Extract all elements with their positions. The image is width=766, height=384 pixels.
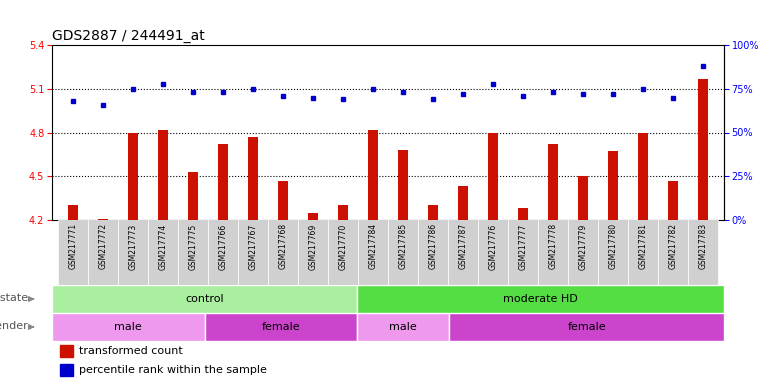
Bar [427,205,438,220]
Text: GSM217776: GSM217776 [489,223,497,270]
Bar [128,132,138,220]
Bar [358,285,724,313]
Text: GSM217787: GSM217787 [459,223,467,269]
Text: moderate HD: moderate HD [503,294,578,304]
Bar [268,220,298,285]
Bar [278,180,288,220]
Bar [328,220,358,285]
Bar [638,132,648,220]
Bar [58,220,88,285]
Text: GSM217781: GSM217781 [639,223,647,269]
Text: GSM217782: GSM217782 [669,223,677,269]
Bar [88,220,118,285]
Text: male: male [389,322,417,332]
Text: GSM217767: GSM217767 [248,223,257,270]
Bar [448,220,478,285]
Text: female: female [568,322,606,332]
Bar [488,132,498,220]
Text: GSM217779: GSM217779 [578,223,588,270]
Bar [418,220,448,285]
Bar [398,150,408,220]
Bar [188,172,198,220]
Text: GSM217768: GSM217768 [279,223,287,269]
Bar [52,285,358,313]
Text: female: female [262,322,300,332]
Bar [688,220,718,285]
Bar [538,220,568,285]
Bar [247,137,258,220]
Text: GSM217773: GSM217773 [129,223,138,270]
Bar [148,220,178,285]
Text: GSM217766: GSM217766 [218,223,228,270]
Bar [578,176,588,220]
Bar [178,220,208,285]
Text: GSM217774: GSM217774 [159,223,168,270]
Bar [388,220,418,285]
Text: GSM217784: GSM217784 [368,223,378,269]
Text: GSM217771: GSM217771 [68,223,77,269]
Bar [60,364,74,376]
Bar [67,205,78,220]
Bar [607,151,618,220]
Bar [368,129,378,220]
Bar [568,220,598,285]
Bar [205,313,358,341]
Bar [238,220,268,285]
Text: GSM217786: GSM217786 [428,223,437,269]
Text: GDS2887 / 244491_at: GDS2887 / 244491_at [52,28,205,43]
Bar [118,220,148,285]
Bar [598,220,628,285]
Bar [518,209,529,220]
Text: GSM217778: GSM217778 [548,223,558,269]
Text: disease state: disease state [0,293,28,303]
Text: GSM217785: GSM217785 [398,223,408,269]
Bar [668,180,678,220]
Bar [218,144,228,220]
Text: GSM217770: GSM217770 [339,223,348,270]
Bar [658,220,688,285]
Text: GSM217783: GSM217783 [699,223,708,269]
Bar [208,220,238,285]
Bar [628,220,658,285]
Text: transformed count: transformed count [79,346,182,356]
Bar [98,218,108,220]
Bar [458,187,468,220]
Bar [358,220,388,285]
Text: GSM217780: GSM217780 [608,223,617,269]
Bar [338,205,349,220]
Text: GSM217772: GSM217772 [99,223,107,269]
Text: GSM217775: GSM217775 [188,223,198,270]
Bar [60,345,74,357]
Bar [298,220,328,285]
Text: control: control [185,294,224,304]
Bar [158,129,169,220]
Text: percentile rank within the sample: percentile rank within the sample [79,365,267,375]
Text: gender: gender [0,321,28,331]
Bar [508,220,538,285]
Bar [548,144,558,220]
Bar [308,213,318,220]
Bar [358,313,449,341]
Bar [52,313,205,341]
Text: GSM217777: GSM217777 [519,223,528,270]
Bar [449,313,724,341]
Bar [478,220,508,285]
Text: male: male [114,322,142,332]
Text: GSM217769: GSM217769 [309,223,317,270]
Bar [698,79,709,220]
